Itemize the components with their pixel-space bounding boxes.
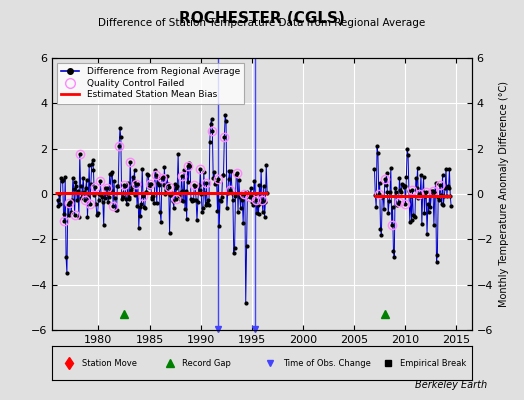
Text: Empirical Break: Empirical Break xyxy=(400,358,466,368)
Legend: Difference from Regional Average, Quality Control Failed, Estimated Station Mean: Difference from Regional Average, Qualit… xyxy=(57,62,245,104)
Y-axis label: Monthly Temperature Anomaly Difference (°C): Monthly Temperature Anomaly Difference (… xyxy=(498,81,508,307)
Text: Record Gap: Record Gap xyxy=(182,358,231,368)
Text: Berkeley Earth: Berkeley Earth xyxy=(415,380,487,390)
Text: ROCHESTER (CGLS): ROCHESTER (CGLS) xyxy=(179,11,345,26)
Text: Time of Obs. Change: Time of Obs. Change xyxy=(283,358,371,368)
Text: Station Move: Station Move xyxy=(82,358,137,368)
Text: Difference of Station Temperature Data from Regional Average: Difference of Station Temperature Data f… xyxy=(99,18,425,28)
